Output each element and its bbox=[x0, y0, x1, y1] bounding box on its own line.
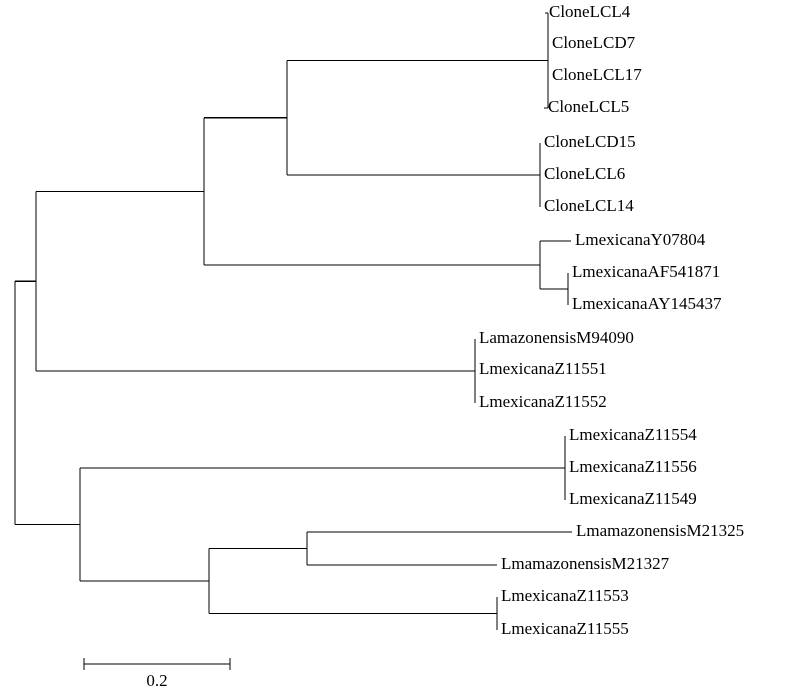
leaf-label: LmexicanaZ11553 bbox=[501, 586, 629, 605]
leaf-label: LmexicanaAF541871 bbox=[572, 262, 720, 281]
leaf-label: LamazonensisM94090 bbox=[479, 328, 634, 347]
leaf-label: LmexicanaY07804 bbox=[575, 230, 706, 249]
tree-branches bbox=[14, 12, 572, 630]
leaf-label: LmexicanaZ11551 bbox=[479, 359, 607, 378]
scale-bar: 0.2 bbox=[83, 658, 231, 690]
leaf-label: LmexicanaZ11555 bbox=[501, 619, 629, 638]
leaf-label: CloneLCL6 bbox=[544, 164, 625, 183]
leaf-label: CloneLCL4 bbox=[549, 2, 631, 21]
leaf-label: LmexicanaZ11549 bbox=[569, 489, 697, 508]
scale-bar-label: 0.2 bbox=[146, 671, 167, 690]
leaf-label: LmamazonensisM21325 bbox=[576, 521, 744, 540]
leaf-label: LmexicanaZ11552 bbox=[479, 392, 607, 411]
leaf-label: CloneLCD15 bbox=[544, 132, 636, 151]
leaf-label: LmexicanaZ11554 bbox=[569, 425, 697, 444]
leaf-label: CloneLCD7 bbox=[552, 33, 636, 52]
leaf-label: LmexicanaZ11556 bbox=[569, 457, 697, 476]
leaf-label: CloneLCL5 bbox=[548, 97, 629, 116]
leaf-label: LmamazonensisM21327 bbox=[501, 554, 670, 573]
leaf-label: CloneLCL14 bbox=[544, 196, 634, 215]
leaf-labels: CloneLCL4 CloneLCD7 CloneLCL17 CloneLCL5 Clo… bbox=[479, 2, 744, 638]
leaf-label: LmexicanaAY145437 bbox=[572, 294, 722, 313]
leaf-label: CloneLCL17 bbox=[552, 65, 642, 84]
